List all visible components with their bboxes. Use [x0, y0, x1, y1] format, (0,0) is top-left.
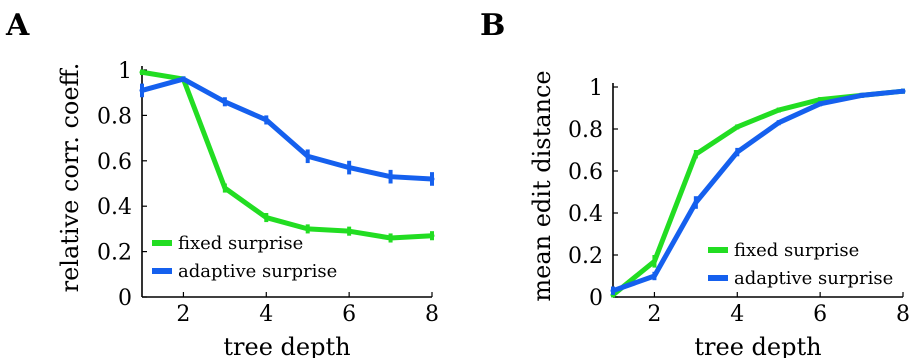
y-tick-label: 0.4	[568, 202, 603, 227]
x-tick-label: 4	[259, 302, 273, 327]
x-axis-label: tree depth	[223, 333, 350, 358]
series-line	[610, 88, 906, 298]
y-tick-label: 0.6	[97, 150, 132, 175]
panel-a-chart: 0 0.2 0.4 0.6 0.8 1 2 4 6 8 tree depth relative cor…	[56, 59, 439, 358]
x-tick-label: 2	[176, 302, 190, 327]
y-axis-label: mean edit distance	[528, 70, 556, 301]
y-tick-label: 0.4	[97, 195, 132, 220]
x-tick-label: 8	[896, 302, 910, 327]
y-tick-label: 0	[118, 286, 132, 311]
x-tick-label: 8	[425, 302, 439, 327]
series-line	[610, 88, 906, 294]
panel-letter-b: B	[480, 8, 505, 43]
panel-b-chart: 0 0.2 0.4 0.6 0.8 1 2 4 6 8 tree depth mean edit di…	[528, 70, 910, 358]
y-tick-label: 0.2	[568, 244, 603, 269]
y-tick-label: 0.8	[568, 118, 603, 143]
y-tick-label: 0.8	[97, 104, 132, 129]
y-tick-label: 1	[118, 59, 132, 84]
legend-entry: adaptive surprise	[178, 261, 337, 282]
series-line	[139, 76, 435, 182]
x-axis-label: tree depth	[694, 333, 821, 358]
y-tick-label: 0	[589, 286, 603, 311]
series-line	[139, 69, 435, 241]
x-tick-label: 4	[730, 302, 744, 327]
legend-entry: fixed surprise	[734, 240, 859, 261]
y-tick-label: 0.2	[97, 241, 132, 266]
y-tick-label: 0.6	[568, 160, 603, 185]
legend-entry: fixed surprise	[178, 233, 303, 254]
legend-entry: adaptive surprise	[734, 268, 893, 289]
x-tick-label: 2	[647, 302, 661, 327]
y-axis-label: relative corr. coeff.	[56, 63, 84, 293]
y-tick-label: 1	[589, 76, 603, 101]
panel-letter-a: A	[5, 8, 30, 43]
x-tick-label: 6	[342, 302, 356, 327]
x-tick-label: 6	[813, 302, 827, 327]
